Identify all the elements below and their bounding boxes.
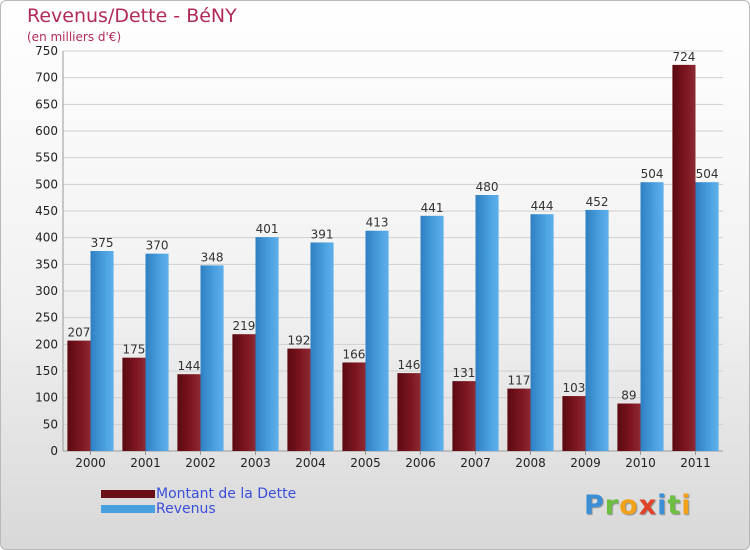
data-label-revenus: 391 [311,227,334,241]
data-label-revenus: 370 [146,239,169,253]
y-tick-label: 0 [50,444,58,458]
y-tick-label: 350 [35,257,58,271]
data-label-revenus: 348 [201,250,224,264]
legend-label-dette: Montant de la Dette [156,486,297,502]
bar-revenus-2000 [90,251,114,451]
logo-letter: t [667,490,682,521]
y-tick-label: 550 [35,151,58,165]
y-tick-label: 700 [35,71,58,85]
logo-letter: o [619,490,639,521]
y-tick-label: 50 [43,417,58,431]
data-label-dette: 724 [672,50,695,64]
y-tick-label: 650 [35,97,58,111]
data-label-revenus: 375 [91,236,114,250]
y-tick-label: 150 [35,364,58,378]
y-tick-label: 750 [35,44,58,58]
y-tick-label: 450 [35,204,58,218]
y-tick-label: 100 [35,391,58,405]
bar-dette-2002 [177,374,201,451]
bar-revenus-2011 [695,182,719,451]
bar-dette-2001 [122,357,146,451]
bar-dette-2011 [672,64,696,451]
bar-dette-2006 [397,373,421,451]
x-tick-label: 2009 [570,456,601,470]
y-tick-label: 400 [35,231,58,245]
bar-revenus-2006 [420,215,444,451]
data-label-dette: 207 [67,326,90,340]
data-label-dette: 192 [287,334,310,348]
x-tick-label: 2011 [680,456,711,470]
x-tick-label: 2008 [515,456,546,470]
bar-revenus-2005 [365,230,389,451]
x-tick-label: 2001 [130,456,161,470]
bar-dette-2005 [342,362,366,451]
y-tick-label: 500 [35,177,58,191]
data-label-dette: 146 [397,358,420,372]
logo-letter: r [604,490,620,521]
bar-dette-2009 [562,396,586,451]
y-tick-label: 600 [35,124,58,138]
chart-subtitle: (en milliers d'€) [27,30,122,44]
data-label-revenus: 480 [476,180,499,194]
legend-swatch-revenus [101,505,155,513]
bar-revenus-2007 [475,195,499,451]
bar-revenus-2001 [145,253,169,451]
data-label-dette: 144 [177,359,200,373]
logo-letter: x [638,490,658,521]
data-label-dette: 166 [342,347,365,361]
bar-revenus-2004 [310,242,334,451]
x-tick-label: 2007 [460,456,491,470]
legend-label-revenus: Revenus [156,501,216,517]
chart-title: Revenus/Dette - BéNY [27,5,237,27]
data-label-dette: 117 [507,374,530,388]
data-label-revenus: 504 [641,167,664,181]
data-label-dette: 131 [452,366,475,380]
bar-revenus-2003 [255,237,279,451]
x-tick-label: 2000 [75,456,106,470]
bar-revenus-2010 [640,182,664,451]
bar-dette-2003 [232,334,256,451]
bar-dette-2000 [67,340,91,451]
bars-layer [67,64,719,451]
data-label-dette: 103 [562,381,585,395]
proxiti-logo: Proxiti [584,490,692,521]
data-labels-layer: 207 375 175 370 144 348 219 401 192 391 166 413 146 4… [67,50,718,403]
x-tick-label: 2004 [295,456,326,470]
x-axis-labels: 2000 2001 2002 2003 2004 2005 2006 2007 2008 2009… [75,451,711,470]
data-label-revenus: 401 [256,222,279,236]
x-tick-label: 2002 [185,456,216,470]
logo-letter: i [681,490,692,521]
y-tick-label: 250 [35,311,58,325]
logo-letter: P [584,490,605,521]
legend-swatch-dette [101,490,155,498]
y-axis-labels: 0 50 100 150 200 250 300 350 400 450 500 550 600 650 7… [35,44,58,458]
data-label-dette: 89 [621,389,636,403]
bar-revenus-2002 [200,265,224,451]
logo-letter: i [657,490,668,521]
data-label-revenus: 504 [696,167,719,181]
x-tick-label: 2003 [240,456,271,470]
data-label-revenus: 452 [586,195,609,209]
bar-dette-2004 [287,348,311,451]
x-tick-label: 2005 [350,456,381,470]
x-tick-label: 2010 [625,456,656,470]
bar-dette-2010 [617,403,641,451]
data-label-revenus: 444 [531,199,554,213]
x-tick-label: 2006 [405,456,436,470]
data-label-dette: 219 [232,319,255,333]
bar-revenus-2009 [585,209,609,451]
data-label-revenus: 413 [366,216,389,230]
bar-dette-2007 [452,381,476,451]
y-tick-label: 300 [35,284,58,298]
y-tick-label: 200 [35,337,58,351]
bar-dette-2008 [507,388,531,451]
data-label-dette: 175 [122,343,145,357]
bar-revenus-2008 [530,214,554,451]
data-label-revenus: 441 [421,201,444,215]
grid-layer [62,50,723,452]
